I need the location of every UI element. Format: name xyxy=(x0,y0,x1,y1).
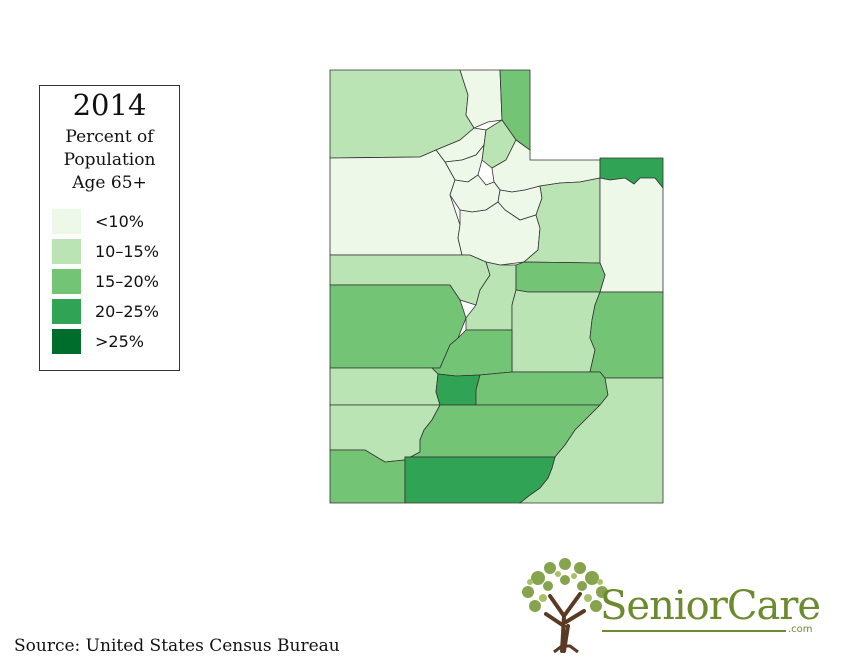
legend-label-20-25: 20–25% xyxy=(95,302,159,321)
county-piute xyxy=(435,373,481,406)
legend-label-lt10: <10% xyxy=(95,212,144,231)
county-wayne xyxy=(475,371,609,406)
logo-suffix: .com xyxy=(788,624,813,635)
logo-wordmark: SeniorCare xyxy=(600,583,821,629)
legend-subtitle-line-1: Percent of xyxy=(65,127,154,147)
county-kane xyxy=(404,456,556,504)
legend-swatch-10-15 xyxy=(52,239,81,264)
tree-logo-icon xyxy=(522,558,608,654)
legend-label-15-20: 15–20% xyxy=(95,272,159,291)
legend-swatch-gt25 xyxy=(52,329,81,354)
county-carbon xyxy=(515,261,606,293)
legend-year: 2014 xyxy=(72,88,147,122)
legend-label-10-15: 10–15% xyxy=(95,242,159,261)
county-emery xyxy=(511,289,601,373)
logo-underline xyxy=(602,630,786,632)
legend-label-gt25: >25% xyxy=(95,332,144,351)
legend-swatch-lt10 xyxy=(52,209,81,234)
legend-subtitle-line-2: Population xyxy=(63,150,156,170)
legend-swatch-20-25 xyxy=(52,299,81,324)
county-beaver xyxy=(329,367,441,406)
county-tooele xyxy=(329,149,463,256)
legend-swatch-15-20 xyxy=(52,269,81,294)
legend: 2014 Percent of Population Age 65+ <10% … xyxy=(39,85,180,371)
county-uintah xyxy=(599,177,664,293)
legend-subtitle-line-3: Age 65+ xyxy=(72,173,147,193)
county-grand xyxy=(589,291,664,379)
source-caption: Source: United States Census Bureau xyxy=(14,636,340,656)
